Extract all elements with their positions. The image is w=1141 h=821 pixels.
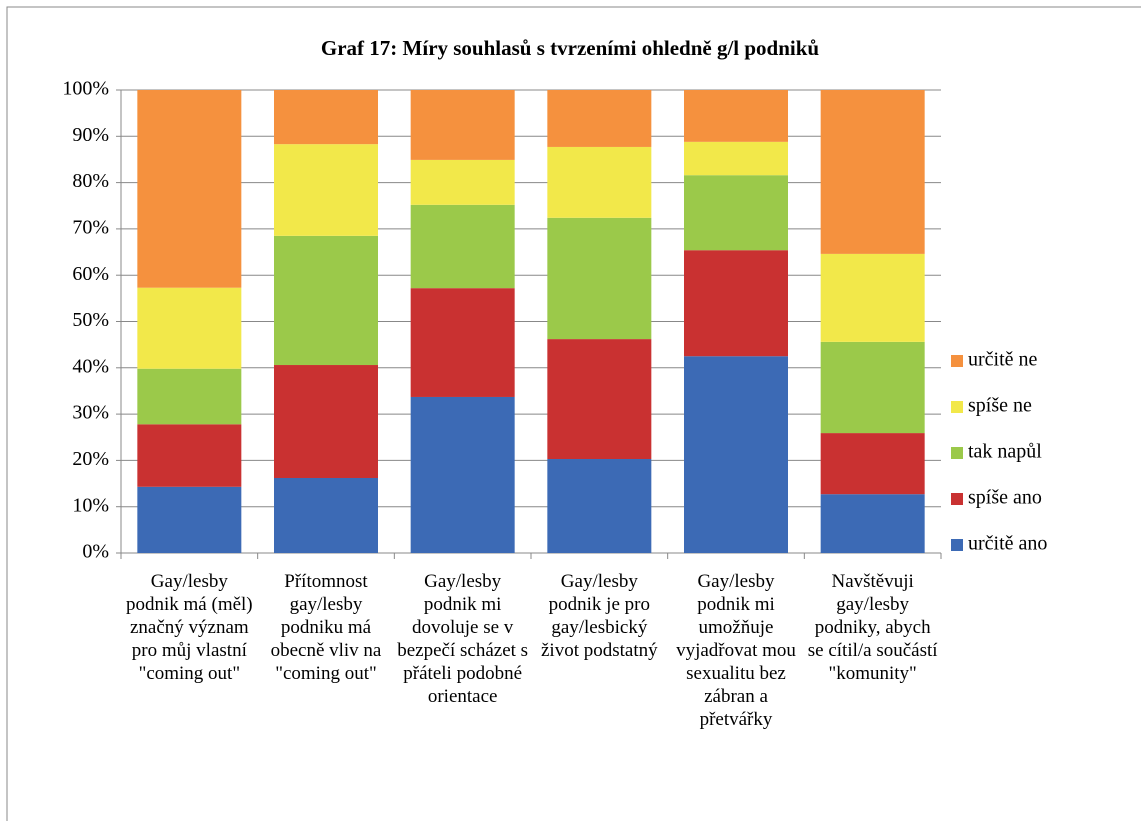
bar-segment — [137, 90, 242, 288]
bar-segment — [820, 253, 925, 342]
bar-segment — [410, 90, 515, 160]
x-tick-label: Gay/lesby podnik mi dovoluje se v bezpeč… — [397, 571, 529, 707]
y-tick-label: 40% — [72, 355, 109, 377]
y-tick-label: 50% — [72, 309, 109, 331]
bar-segment — [137, 486, 242, 553]
bar-segment — [820, 341, 925, 434]
legend-label: spíše ne — [968, 395, 1032, 417]
bar-segment — [684, 175, 788, 251]
bar-segment — [547, 90, 652, 147]
legend-swatch — [951, 447, 963, 459]
legend-swatch — [951, 539, 963, 551]
legend-swatch — [951, 493, 963, 505]
y-tick-label: 70% — [72, 216, 109, 238]
x-tick-label: Gay/lesby podnik má (měl) značný význam … — [126, 571, 253, 684]
bar-segment — [274, 235, 378, 366]
bar-segment — [274, 144, 378, 236]
bar-segment — [137, 424, 242, 487]
bar-segment — [684, 250, 788, 357]
bar-segment — [547, 339, 652, 460]
bar-segment — [684, 141, 788, 176]
bar-segment — [410, 288, 515, 397]
bar-segment — [274, 365, 378, 478]
y-tick-label: 0% — [82, 541, 109, 563]
legend-label: určitě ano — [968, 533, 1047, 555]
bar-segment — [274, 477, 378, 553]
legend-label: spíše ano — [968, 487, 1042, 509]
legend-label: určitě ne — [968, 349, 1038, 371]
bar-segment — [684, 356, 788, 553]
bar-segment — [137, 287, 242, 369]
x-tick-label: Navštěvuji gay/lesby podniky, abych se c… — [807, 571, 938, 684]
bar-segment — [684, 90, 788, 142]
y-tick-label: 60% — [72, 263, 109, 285]
y-tick-label: 100% — [62, 78, 109, 100]
legend-label: tak napůl — [968, 441, 1042, 463]
chart-title: Graf 17: Míry souhlasů s tvrzeními ohled… — [321, 36, 820, 60]
bar-segment — [274, 90, 378, 145]
bar-segment — [410, 204, 515, 289]
legend-swatch — [951, 355, 963, 367]
bar-segment — [410, 396, 515, 553]
x-tick-label: Gay/lesby podnik je pro gay/lesbický živ… — [541, 571, 658, 661]
bar-segment — [820, 433, 925, 495]
x-tick-label: Gay/lesby podnik mi umožňuje vyjadřovat … — [676, 571, 796, 730]
x-tick-label: Přítomnost gay/lesby podniku má obecně v… — [270, 571, 382, 684]
bar-segment — [820, 494, 925, 553]
bar-segment — [547, 217, 652, 340]
y-tick-label: 80% — [72, 170, 109, 192]
legend-swatch — [951, 401, 963, 413]
bar-segment — [410, 159, 515, 205]
bar-segment — [547, 459, 652, 553]
y-tick-label: 90% — [72, 124, 109, 146]
bar-segment — [820, 90, 925, 254]
bar-segment — [137, 368, 242, 425]
y-tick-label: 20% — [72, 448, 109, 470]
bar-segment — [547, 146, 652, 218]
chart-border — [6, 6, 1141, 821]
y-tick-label: 10% — [72, 494, 109, 516]
y-tick-label: 30% — [72, 402, 109, 424]
